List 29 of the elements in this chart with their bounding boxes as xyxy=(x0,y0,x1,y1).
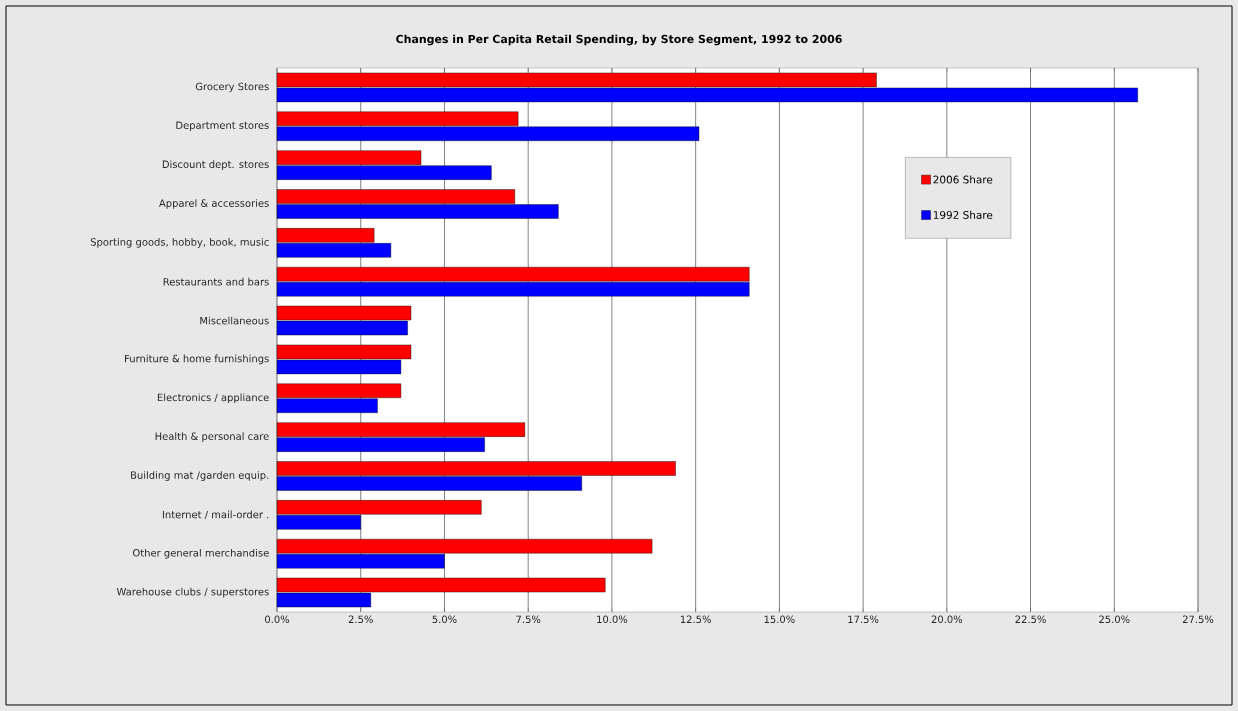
y-tick-label: Apparel & accessories xyxy=(159,199,269,209)
x-tick-label: 12.5% xyxy=(680,615,711,624)
y-tick-label: Department stores xyxy=(176,121,269,131)
x-tick-label: 17.5% xyxy=(848,615,879,624)
legend-label: 2006 Share xyxy=(933,175,993,184)
x-tick-label: 27.5% xyxy=(1182,615,1214,624)
y-tick-label: Other general merchandise xyxy=(132,548,269,559)
y-tick-label: Restaurants and bars xyxy=(163,277,269,286)
y-tick-label: Grocery Stores xyxy=(195,82,269,93)
x-tick-label: 15.0% xyxy=(764,615,795,624)
x-tick-label: 5.0% xyxy=(432,615,457,624)
x-tick-label: 10.0% xyxy=(597,615,628,624)
x-tick-label: 20.0% xyxy=(931,615,963,624)
y-tick-label: Warehouse clubs / superstores xyxy=(116,587,269,598)
y-tick-label: Sporting goods, hobby, book, music xyxy=(90,238,269,248)
x-tick-label: 2.5% xyxy=(348,615,373,624)
y-tick-label: Furniture & home furnishings xyxy=(125,354,269,365)
chart-title: Changes in Per Capita Retail Spending, by Store Segment, 1992 to 2006 xyxy=(396,34,842,46)
y-tick-label: Discount dept. stores xyxy=(162,160,269,170)
x-tick-label: 25.0% xyxy=(1099,615,1130,624)
y-tick-label: Internet / mail-order . xyxy=(162,510,269,520)
legend-label: 1992 Share xyxy=(933,210,993,219)
y-tick-label: Health & personal care xyxy=(155,432,269,442)
y-tick-label: Electronics / appliance xyxy=(157,393,269,404)
y-tick-label: Miscellaneous xyxy=(200,316,269,325)
x-tick-label: 7.5% xyxy=(516,615,541,624)
y-tick-label: Building mat /garden equip. xyxy=(131,471,269,481)
x-tick-label: 0.0% xyxy=(265,615,290,624)
x-tick-label: 22.5% xyxy=(1015,615,1046,624)
